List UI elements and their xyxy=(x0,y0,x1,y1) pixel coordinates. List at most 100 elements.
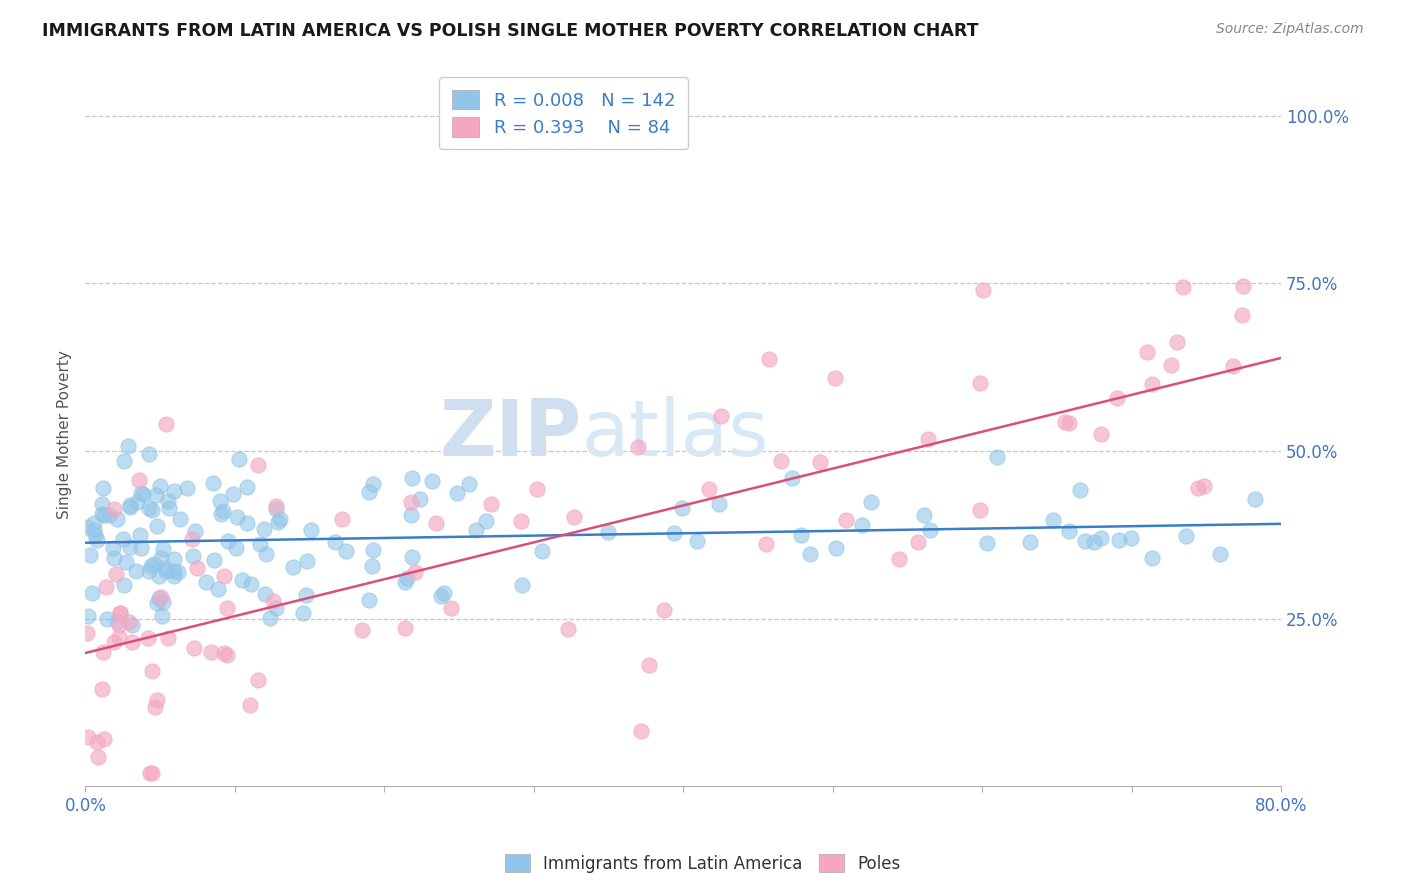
Point xyxy=(169,512,191,526)
Point xyxy=(96,612,118,626)
Point xyxy=(91,681,114,696)
Point xyxy=(686,533,709,548)
Point xyxy=(207,582,229,597)
Point xyxy=(107,512,129,526)
Point xyxy=(236,480,259,494)
Point xyxy=(157,631,180,645)
Point xyxy=(755,537,778,551)
Point xyxy=(153,561,176,575)
Point xyxy=(446,485,468,500)
Point xyxy=(1069,483,1091,497)
Point xyxy=(1142,376,1164,391)
Point xyxy=(103,634,125,648)
Point xyxy=(105,614,128,628)
Point xyxy=(770,454,793,468)
Point xyxy=(409,492,432,507)
Point xyxy=(121,635,143,649)
Point xyxy=(350,623,373,637)
Point xyxy=(1222,359,1244,373)
Point xyxy=(117,439,139,453)
Point xyxy=(202,553,225,567)
Point xyxy=(1244,492,1267,507)
Point xyxy=(598,525,620,540)
Point xyxy=(217,533,239,548)
Point xyxy=(920,523,942,537)
Point xyxy=(183,641,205,656)
Point xyxy=(143,700,166,714)
Point xyxy=(125,564,148,578)
Point xyxy=(1232,279,1254,293)
Point xyxy=(630,724,652,739)
Point xyxy=(141,503,163,517)
Legend: Immigrants from Latin America, Poles: Immigrants from Latin America, Poles xyxy=(498,847,908,880)
Point xyxy=(157,500,180,515)
Point xyxy=(907,535,929,549)
Point xyxy=(163,484,186,499)
Point xyxy=(132,486,155,500)
Point xyxy=(254,547,277,561)
Point xyxy=(129,541,152,555)
Point xyxy=(835,513,858,527)
Point xyxy=(211,504,233,518)
Point xyxy=(972,283,994,297)
Point xyxy=(110,606,132,620)
Point xyxy=(139,558,162,573)
Point xyxy=(697,482,720,496)
Point xyxy=(215,601,238,615)
Point xyxy=(401,471,423,485)
Point xyxy=(155,417,177,432)
Point xyxy=(202,475,225,490)
Point xyxy=(323,535,346,549)
Point xyxy=(357,485,380,500)
Point xyxy=(138,500,160,515)
Point xyxy=(912,508,935,523)
Point xyxy=(808,455,831,469)
Point xyxy=(108,607,131,621)
Point xyxy=(526,483,548,497)
Point xyxy=(330,512,353,526)
Point xyxy=(118,540,141,554)
Point xyxy=(253,522,276,536)
Point xyxy=(1090,531,1112,545)
Point xyxy=(246,458,269,473)
Point xyxy=(976,535,998,549)
Point xyxy=(652,603,675,617)
Point xyxy=(163,564,186,578)
Text: Source: ZipAtlas.com: Source: ZipAtlas.com xyxy=(1216,22,1364,37)
Point xyxy=(194,574,217,589)
Point xyxy=(1174,529,1197,543)
Point xyxy=(77,731,100,745)
Point xyxy=(149,590,172,604)
Point xyxy=(780,470,803,484)
Point xyxy=(710,409,733,424)
Point xyxy=(240,577,263,591)
Point xyxy=(111,532,134,546)
Point xyxy=(1194,479,1216,493)
Point xyxy=(1121,531,1143,545)
Point xyxy=(671,500,693,515)
Point xyxy=(236,516,259,531)
Point xyxy=(94,581,117,595)
Point xyxy=(399,494,422,508)
Point xyxy=(1160,359,1182,373)
Point xyxy=(440,601,463,615)
Point xyxy=(225,541,247,556)
Point xyxy=(115,556,138,570)
Point xyxy=(530,544,553,558)
Point xyxy=(128,473,150,487)
Point xyxy=(209,507,232,521)
Point xyxy=(1171,279,1194,293)
Point xyxy=(149,550,172,565)
Point xyxy=(281,560,304,574)
Point xyxy=(146,519,169,533)
Point xyxy=(254,587,277,601)
Point xyxy=(138,447,160,461)
Point xyxy=(249,536,271,550)
Point xyxy=(186,560,208,574)
Point xyxy=(425,516,447,530)
Point xyxy=(363,476,385,491)
Point xyxy=(215,648,238,662)
Point xyxy=(101,541,124,555)
Point xyxy=(404,565,426,579)
Point xyxy=(91,497,114,511)
